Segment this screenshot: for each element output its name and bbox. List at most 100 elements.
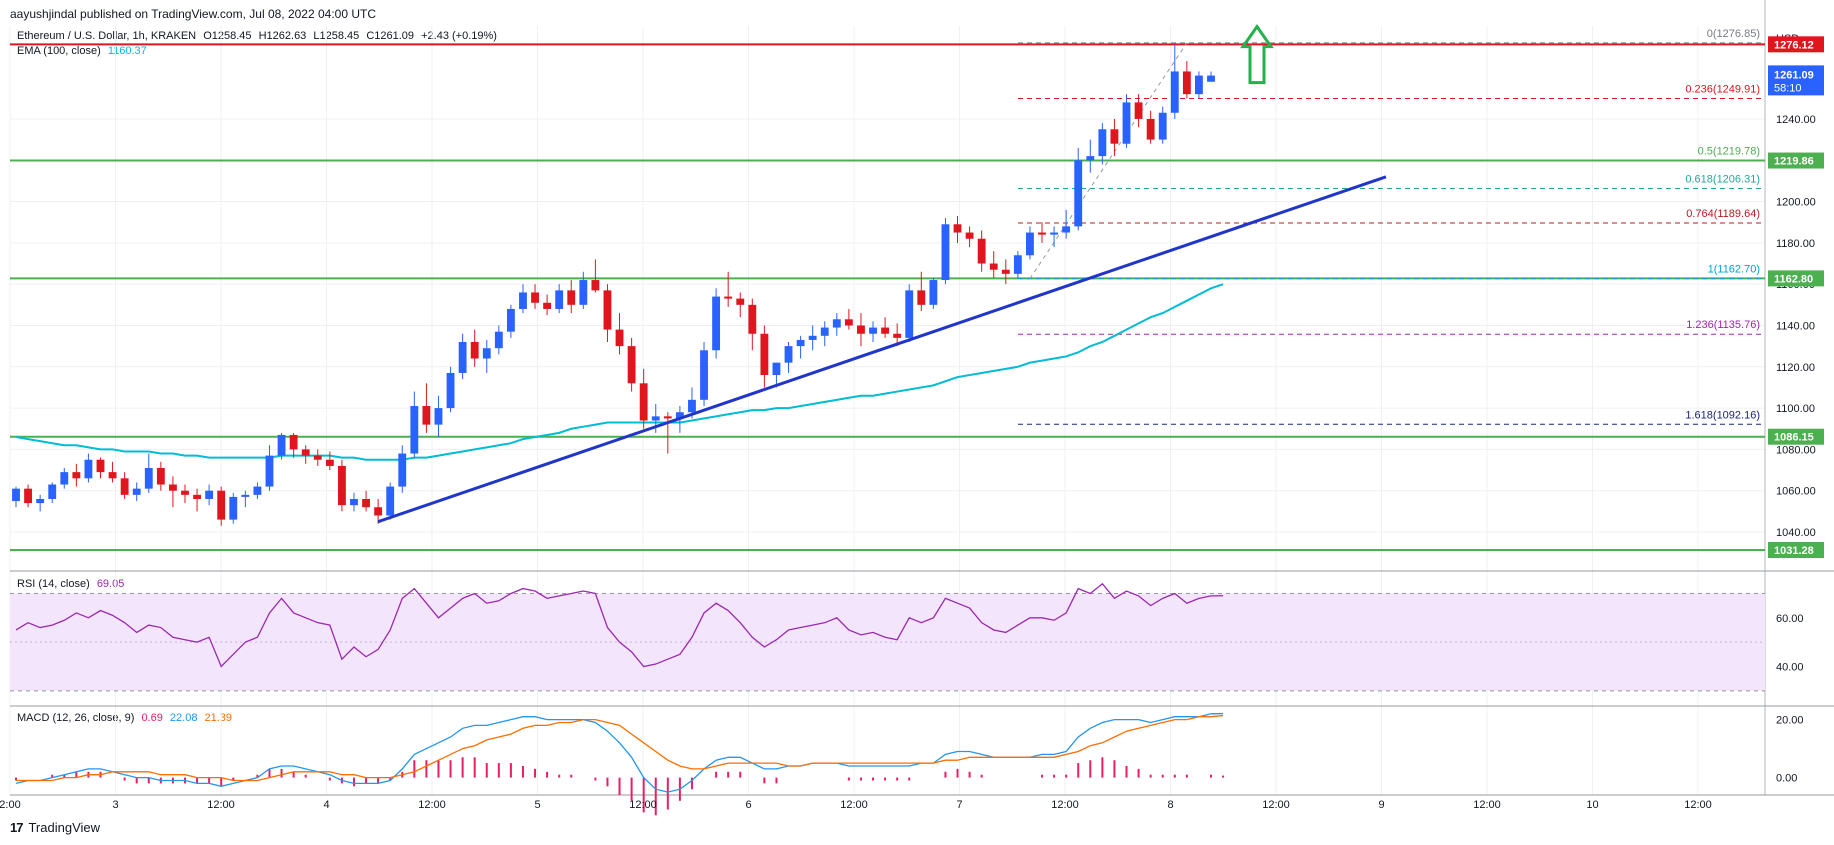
- macd-hist-value: 0.69: [141, 712, 163, 724]
- trendline: [377, 175, 1387, 524]
- candle-body: [772, 362, 781, 376]
- candle-body: [796, 339, 805, 347]
- candle-body: [869, 327, 877, 334]
- candle-body: [603, 290, 612, 330]
- hline-label: 1276.12: [1774, 39, 1814, 51]
- candle-body: [1026, 232, 1034, 256]
- hline-badge: [1768, 152, 1824, 169]
- candle-body: [24, 488, 32, 504]
- fib-label: 0.236(1249.91): [1685, 83, 1760, 95]
- candle-body: [832, 319, 841, 328]
- symbol-name[interactable]: Ethereum / U.S. Dollar, 1h, KRAKEN: [17, 30, 197, 42]
- fib-label: 1(1162.70): [1708, 264, 1760, 276]
- hline-label: 1031.28: [1774, 545, 1814, 557]
- candle-body: [977, 238, 986, 264]
- candle-body: [1134, 102, 1143, 119]
- candle-body: [675, 412, 684, 419]
- fib-label: 0.764(1189.64): [1686, 208, 1760, 220]
- candle-body: [519, 292, 527, 309]
- brand-name: TradingView: [28, 820, 101, 835]
- candle-body: [446, 372, 455, 409]
- candle-body: [1146, 118, 1155, 140]
- price-tick-label: 1140.00: [1776, 320, 1815, 332]
- candle-body: [96, 459, 105, 473]
- footer-brand[interactable]: 17 TradingView: [10, 820, 100, 835]
- candle-body: [1013, 255, 1022, 274]
- candle-body: [760, 333, 769, 376]
- tradingview-logo-icon: 17: [10, 820, 24, 835]
- candle-body: [362, 498, 370, 508]
- hline-badge: [1768, 270, 1824, 287]
- candle-body: [313, 455, 322, 460]
- candle-body: [1050, 232, 1059, 235]
- time-tick-label: 7: [956, 799, 962, 811]
- time-tick-label: 6: [745, 799, 751, 811]
- candle-body: [1195, 75, 1203, 95]
- candle-body: [844, 319, 853, 326]
- candle-body: [712, 296, 721, 351]
- candle-body: [325, 459, 334, 466]
- ema-value: 1160.37: [107, 45, 147, 57]
- rsi-legend[interactable]: RSI (14, close) 69.05: [17, 578, 128, 590]
- rsi-pane: [10, 582, 1765, 692]
- macd-tick-label: 0.00: [1776, 773, 1797, 785]
- macd-tick-label: 20.00: [1776, 715, 1804, 727]
- candle-body: [736, 298, 745, 305]
- candle-body: [168, 484, 177, 491]
- candle-body: [688, 399, 696, 413]
- macd-legend[interactable]: MACD (12, 26, close, 9) 0.69 22.08 21.39: [17, 712, 236, 724]
- candle-body: [494, 331, 503, 349]
- macd-label: MACD (12, 26, close, 9): [17, 712, 135, 724]
- price-tick-label: 1200.00: [1776, 197, 1816, 209]
- time-tick-label: 12:00: [1684, 799, 1712, 811]
- time-tick-label: 12:00: [1473, 799, 1501, 811]
- candle-body: [857, 325, 865, 334]
- candle-body: [36, 498, 45, 504]
- candle-body: [193, 494, 201, 499]
- current-price-label: 1261.09: [1774, 69, 1814, 81]
- candle-body: [181, 490, 189, 495]
- time-tick-label: 9: [1378, 799, 1384, 811]
- ema-legend[interactable]: EMA (100, close) 1160.37: [17, 45, 151, 57]
- time-tick-label: 8: [1167, 799, 1173, 811]
- ascending-trendline: [377, 175, 1387, 524]
- candle-body: [108, 472, 117, 479]
- time-axis: 2:00 3 12:00 4 12:00 5 12:00 6 12:00 7 12:00 8 12:00…: [0, 799, 1712, 811]
- price-tick-label: 1060.00: [1776, 486, 1816, 498]
- macd-signal-line: [16, 714, 1224, 782]
- candle-body: [229, 496, 238, 520]
- fib-label: 1.618(1092.16): [1685, 409, 1760, 421]
- time-tick-label: 12:00: [418, 799, 446, 811]
- hline-label: 1162.80: [1774, 273, 1813, 285]
- candle-body: [1110, 129, 1119, 144]
- candle-body: [72, 472, 81, 479]
- candle-body: [543, 302, 552, 309]
- candle-body: [506, 308, 515, 332]
- macd-line-value: 22.08: [169, 712, 198, 724]
- candle-body: [470, 342, 479, 359]
- candle-body: [591, 280, 600, 291]
- candle-body: [289, 434, 298, 450]
- low-value: L1258.45: [313, 30, 360, 42]
- time-tick-label: 5: [534, 799, 540, 811]
- macd-signal-value: 21.39: [204, 712, 233, 724]
- candle-body: [434, 408, 443, 425]
- time-tick-label: 10: [1586, 799, 1598, 811]
- candle-body: [700, 350, 708, 400]
- countdown-label: 58:10: [1774, 82, 1802, 94]
- hline-badge: [1768, 36, 1824, 53]
- price-tick-label: 1040.00: [1776, 527, 1816, 539]
- candle-body: [1207, 75, 1215, 82]
- hline-label: 1086.15: [1774, 432, 1814, 444]
- candle-body: [1122, 102, 1131, 144]
- candle-body: [217, 490, 226, 520]
- candle-body: [482, 348, 491, 359]
- candle-body: [386, 486, 395, 516]
- candle-body: [156, 467, 165, 485]
- candle-body: [917, 290, 926, 305]
- price-tick-label: 1100.00: [1776, 403, 1815, 415]
- price-tick-label: 1120.00: [1776, 362, 1815, 374]
- fib-label: 0.5(1219.78): [1698, 146, 1760, 158]
- hline-badge: [1768, 542, 1824, 559]
